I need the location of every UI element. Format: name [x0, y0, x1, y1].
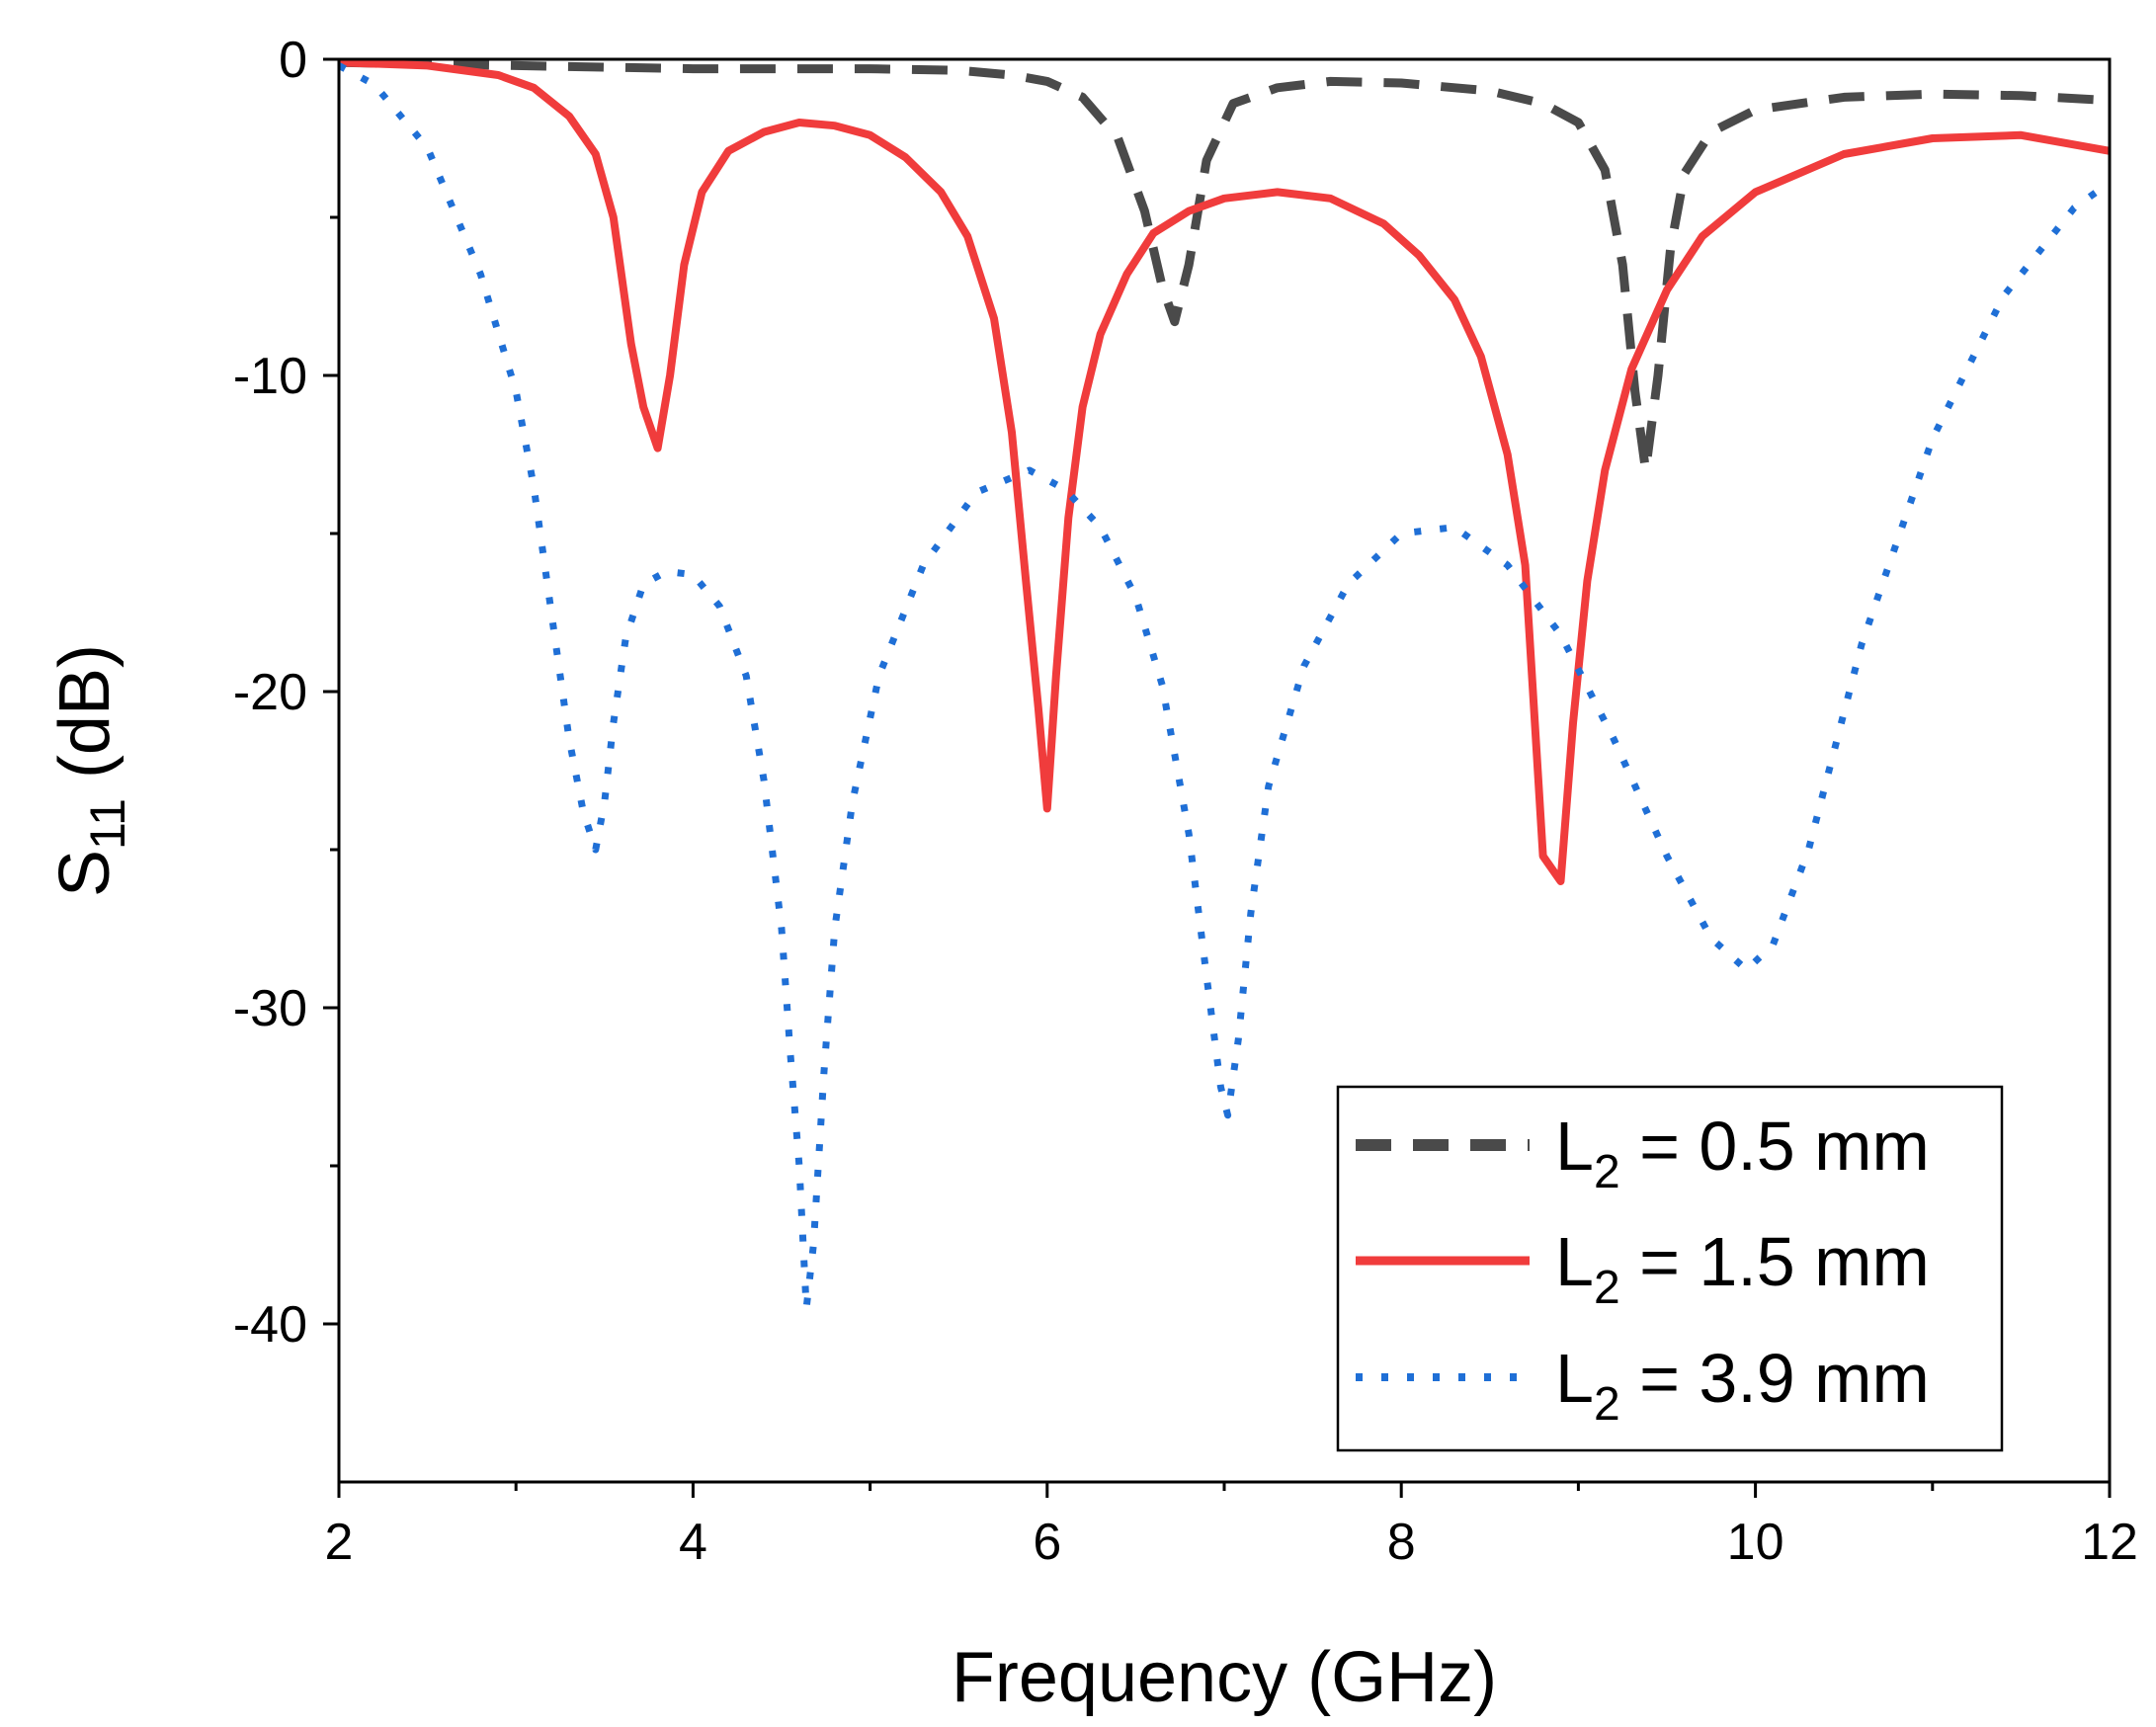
y-tick-label: -40 [233, 1296, 307, 1354]
legend-label-0-suffix: = 0.5 mm [1620, 1108, 1930, 1185]
y-axis-title-suffix: (dB) [45, 644, 124, 798]
x-axis-title: Frequency (GHz) [952, 1638, 1497, 1717]
y-tick-label: -30 [233, 980, 307, 1037]
series-layer [339, 59, 2110, 1312]
legend-label-2-suffix: = 3.9 mm [1620, 1340, 1930, 1417]
y-tick-label: 0 [279, 32, 307, 89]
legend-label-0-main: L [1555, 1108, 1594, 1185]
series-line-0 [339, 59, 2110, 475]
legend-label-0-subscript: 2 [1594, 1146, 1620, 1198]
legend-label-2: L2 = 3.9 mm [1555, 1340, 1930, 1431]
legend-label-1-suffix: = 1.5 mm [1620, 1223, 1930, 1300]
y-axis-title: S11 (dB) [45, 644, 135, 897]
series-line-2 [339, 62, 2110, 1312]
y-axis-title-subscript: 11 [80, 798, 135, 850]
legend-label-1-main: L [1555, 1223, 1594, 1300]
tick-label-layer: 2 4 6 8 10 12 0 -10 -20 -30 -40 [233, 32, 2138, 1571]
series-line-1 [339, 59, 2110, 885]
legend-label-2-main: L [1555, 1340, 1594, 1417]
x-tick-label: 2 [325, 1514, 354, 1571]
x-tick-label: 10 [1727, 1514, 1784, 1571]
legend-label-2-subscript: 2 [1594, 1378, 1620, 1431]
legend: L2 = 0.5 mm L2 = 1.5 mm L2 = 3.9 mm [1336, 1085, 2004, 1452]
x-tick-label: 6 [1033, 1514, 1061, 1571]
x-tick-label: 4 [679, 1514, 707, 1571]
legend-label-0: L2 = 0.5 mm [1555, 1108, 1930, 1198]
y-axis-title-main: S [45, 850, 124, 897]
y-tick-label: -20 [233, 664, 307, 721]
x-tick-label: 12 [2081, 1514, 2138, 1571]
tick-layer [323, 57, 2112, 1498]
y-tick-label: -10 [233, 348, 307, 405]
legend-label-1: L2 = 1.5 mm [1555, 1223, 1930, 1314]
x-tick-label: 8 [1387, 1514, 1416, 1571]
legend-label-1-subscript: 2 [1594, 1262, 1620, 1314]
